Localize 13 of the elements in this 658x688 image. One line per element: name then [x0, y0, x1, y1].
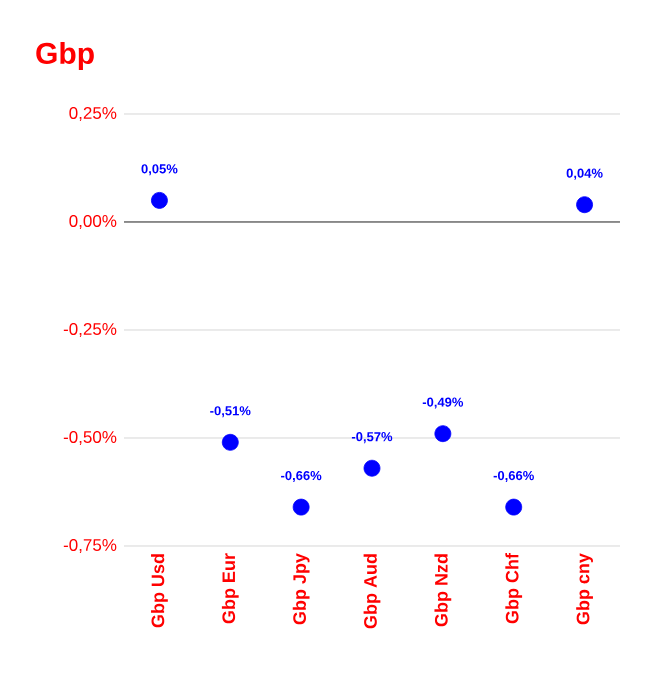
x-tick-label: Gbp Nzd [434, 554, 452, 627]
x-tick-label: Gbp Usd [151, 554, 168, 628]
chart-title: Gbp [36, 42, 94, 70]
x-tick-label: Gbp Aud [363, 554, 381, 629]
x-tick-label: Gbp Jpy [292, 553, 310, 625]
y-tick-label: -0,50% [63, 430, 117, 445]
y-tick-label: 0,00% [69, 214, 117, 229]
x-tick-label: Gbp Eur [221, 553, 239, 624]
x-tick-label: Gbp cny [576, 553, 593, 625]
y-tick-label: 0,25% [69, 106, 117, 121]
y-tick-label: -0,25% [63, 322, 117, 337]
x-tick-label: Gbp Chf [505, 553, 523, 624]
y-tick-label: -0,75% [63, 538, 117, 554]
